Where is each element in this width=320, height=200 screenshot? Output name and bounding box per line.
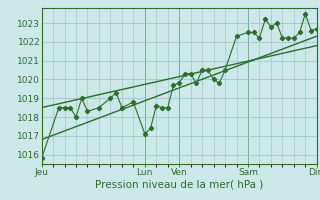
X-axis label: Pression niveau de la mer( hPa ): Pression niveau de la mer( hPa )	[95, 180, 263, 190]
